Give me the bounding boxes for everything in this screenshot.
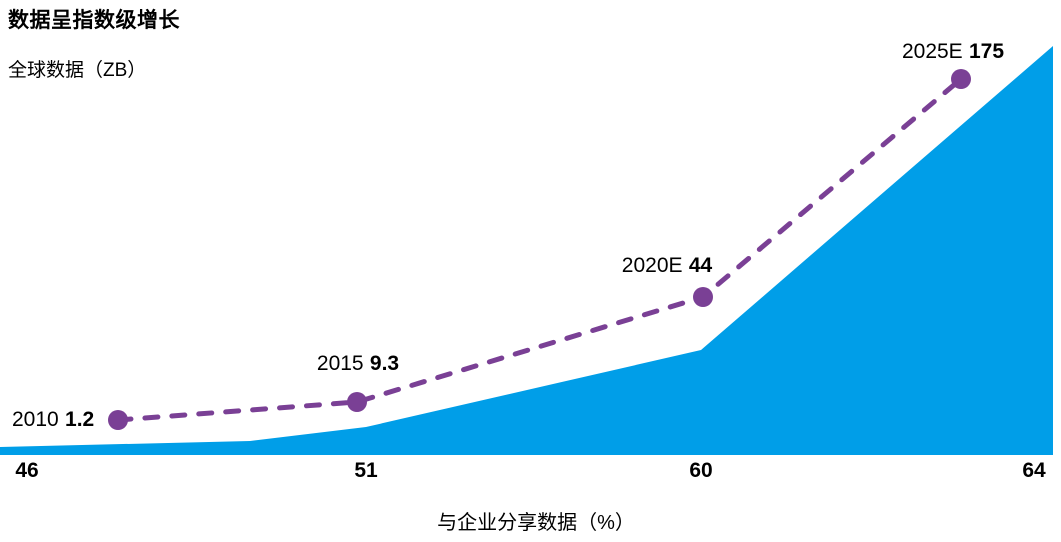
point-label-2020e: 2020E 44: [622, 254, 712, 278]
y-axis-unit-label: 全球数据（ZB）: [8, 60, 147, 81]
point-year: 2015: [316, 352, 364, 375]
data-point-dot-2015: [347, 392, 367, 412]
x-tick-51: 51: [354, 459, 378, 482]
point-year: 2020E: [621, 254, 683, 277]
point-label-2025e: 2025E 175: [902, 40, 1004, 64]
point-label-2015: 2015 9.3: [317, 352, 399, 376]
x-tick-46: 46: [15, 459, 39, 482]
x-tick-64: 64: [1022, 459, 1046, 482]
point-value: 1.2: [65, 408, 95, 431]
data-area-shape: [0, 46, 1053, 455]
data-point-dot-2025E: [951, 69, 971, 89]
point-year: 2010: [12, 408, 59, 431]
chart-title: 数据呈指数级增长: [8, 9, 180, 32]
point-value: 9.3: [369, 352, 400, 375]
data-point-dot-2010: [108, 410, 128, 430]
x-axis-label: 与企业分享数据（%）: [437, 512, 635, 534]
point-label-2010: 2010 1.2: [12, 408, 94, 432]
trend-dashed-line: [115, 76, 964, 423]
data-point-dot-2020E: [693, 287, 713, 307]
point-value: 175: [968, 40, 1005, 63]
x-tick-60: 60: [689, 459, 713, 482]
point-value: 44: [688, 254, 713, 277]
point-year: 2025E: [901, 40, 963, 63]
